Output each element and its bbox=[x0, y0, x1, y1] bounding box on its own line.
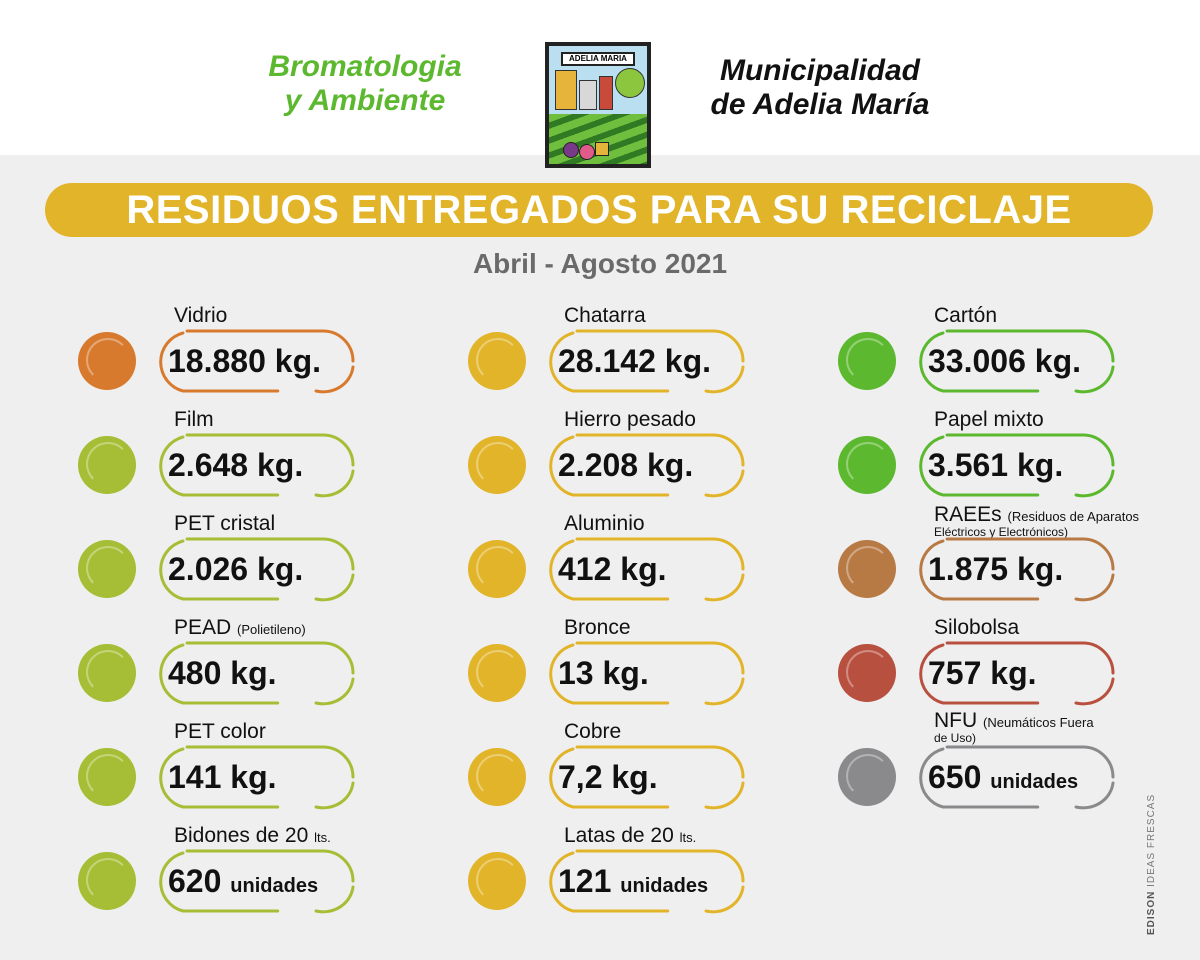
item-value: 620 unidades bbox=[168, 863, 319, 899]
value-pill bbox=[540, 328, 746, 394]
item-label: Cobre bbox=[564, 720, 622, 743]
value-pill bbox=[910, 328, 1116, 394]
item-cobre: Cobre 7,2 kg. bbox=[468, 720, 798, 824]
item-value: 141 kg. bbox=[168, 759, 277, 795]
item-bronce: Bronce 13 kg. bbox=[468, 616, 798, 720]
color-dot bbox=[468, 540, 526, 598]
municipality-logo: ADELIA MARIA bbox=[545, 42, 651, 168]
value-pill bbox=[910, 536, 1116, 602]
item-papel-mixto: Papel mixto 3.561 kg. bbox=[838, 408, 1168, 512]
item-value: 412 kg. bbox=[558, 551, 667, 587]
item-carton: Cartón 33.006 kg. bbox=[838, 304, 1168, 408]
item-label: RAEEs (Residuos de Aparatos Eléctricos y… bbox=[934, 503, 1140, 539]
value-pill bbox=[150, 744, 356, 810]
item-chatarra: Chatarra 28.142 kg. bbox=[468, 304, 798, 408]
item-pet-cristal: PET cristal 2.026 kg. bbox=[78, 512, 408, 616]
item-label: Latas de 20 lts. bbox=[564, 824, 697, 847]
page-subtitle: Abril - Agosto 2021 bbox=[472, 248, 728, 279]
value-pill bbox=[150, 640, 356, 706]
item-label: Film bbox=[174, 408, 214, 431]
color-dot bbox=[78, 644, 136, 702]
color-dot bbox=[78, 436, 136, 494]
value-pill bbox=[150, 536, 356, 602]
item-value: 2.026 kg. bbox=[168, 551, 304, 587]
value-pill bbox=[540, 744, 746, 810]
logo-banner: ADELIA MARIA bbox=[561, 52, 635, 66]
item-label: Bidones de 20 lts. bbox=[174, 824, 331, 847]
department-name: Bromatologia y Ambiente bbox=[230, 50, 500, 118]
item-value: 7,2 kg. bbox=[558, 759, 658, 795]
value-pill bbox=[150, 848, 356, 914]
department-line-1: Bromatologia bbox=[268, 50, 462, 83]
item-label: PEAD (Polietileno) bbox=[174, 616, 306, 639]
item-raees: RAEEs (Residuos de Aparatos Eléctricos y… bbox=[838, 504, 1168, 616]
item-film: Film 2.648 kg. bbox=[78, 408, 408, 512]
item-value: 3.561 kg. bbox=[928, 447, 1064, 483]
item-value: 28.142 kg. bbox=[558, 343, 711, 379]
color-dot bbox=[78, 852, 136, 910]
municipality-line-2: de Adelia María bbox=[710, 88, 930, 121]
item-label: Cartón bbox=[934, 304, 998, 327]
color-dot bbox=[468, 436, 526, 494]
item-value: 33.006 kg. bbox=[928, 343, 1081, 379]
page-title: RESIDUOS ENTREGADOS PARA SU RECICLAJE bbox=[45, 183, 1153, 237]
item-label: Chatarra bbox=[564, 304, 646, 327]
item-label: Silobolsa bbox=[934, 616, 1020, 639]
value-pill bbox=[150, 432, 356, 498]
item-bidones: Bidones de 20 lts. 620 unidades bbox=[78, 824, 408, 928]
color-dot bbox=[468, 644, 526, 702]
color-dot bbox=[468, 852, 526, 910]
value-pill bbox=[150, 328, 356, 394]
item-value: 480 kg. bbox=[168, 655, 277, 691]
color-dot bbox=[78, 332, 136, 390]
color-dot bbox=[468, 748, 526, 806]
item-nfu: NFU (Neumáticos Fuera de Uso) 650 unidad… bbox=[838, 710, 1168, 824]
item-label: PET cristal bbox=[174, 512, 276, 535]
color-dot bbox=[468, 332, 526, 390]
item-hierro-pesado: Hierro pesado 2.208 kg. bbox=[468, 408, 798, 512]
item-label: PET color bbox=[174, 720, 266, 743]
value-pill bbox=[910, 744, 1116, 810]
item-aluminio: Aluminio 412 kg. bbox=[468, 512, 798, 616]
item-label: Vidrio bbox=[174, 304, 228, 327]
color-dot bbox=[78, 540, 136, 598]
department-line-2: y Ambiente bbox=[284, 84, 446, 117]
municipality-line-1: Municipalidad bbox=[719, 54, 920, 87]
item-value: 2.648 kg. bbox=[168, 447, 304, 483]
item-value: 13 kg. bbox=[558, 655, 649, 691]
item-label: Bronce bbox=[564, 616, 631, 639]
color-dot bbox=[838, 436, 896, 494]
color-dot bbox=[838, 332, 896, 390]
item-pet-color: PET color 141 kg. bbox=[78, 720, 408, 824]
value-pill bbox=[540, 848, 746, 914]
value-pill bbox=[910, 640, 1116, 706]
item-value: 1.875 kg. bbox=[928, 551, 1064, 587]
item-silobolsa: Silobolsa 757 kg. bbox=[838, 616, 1168, 720]
color-dot bbox=[838, 748, 896, 806]
item-vidrio: Vidrio 18.880 kg. bbox=[78, 304, 408, 408]
color-dot bbox=[838, 540, 896, 598]
item-label: Hierro pesado bbox=[564, 408, 696, 431]
item-label: Aluminio bbox=[564, 512, 645, 535]
item-value: 121 unidades bbox=[558, 863, 709, 899]
municipality-name: Municipalidad de Adelia María bbox=[680, 54, 960, 122]
item-value: 650 unidades bbox=[928, 759, 1079, 795]
item-value: 2.208 kg. bbox=[558, 447, 694, 483]
item-label: NFU (Neumáticos Fuera de Uso) bbox=[934, 709, 1094, 745]
designer-credit: EDISON IDEAS FRESCAS bbox=[1146, 793, 1157, 935]
item-pead: PEAD (Polietileno) 480 kg. bbox=[78, 616, 408, 720]
color-dot bbox=[78, 748, 136, 806]
value-pill bbox=[540, 536, 746, 602]
item-value: 18.880 kg. bbox=[168, 343, 321, 379]
value-pill bbox=[910, 432, 1116, 498]
value-pill bbox=[540, 640, 746, 706]
item-label: Papel mixto bbox=[934, 408, 1044, 431]
item-latas: Latas de 20 lts. 121 unidades bbox=[468, 824, 798, 928]
value-pill bbox=[540, 432, 746, 498]
color-dot bbox=[838, 644, 896, 702]
item-value: 757 kg. bbox=[928, 655, 1037, 691]
